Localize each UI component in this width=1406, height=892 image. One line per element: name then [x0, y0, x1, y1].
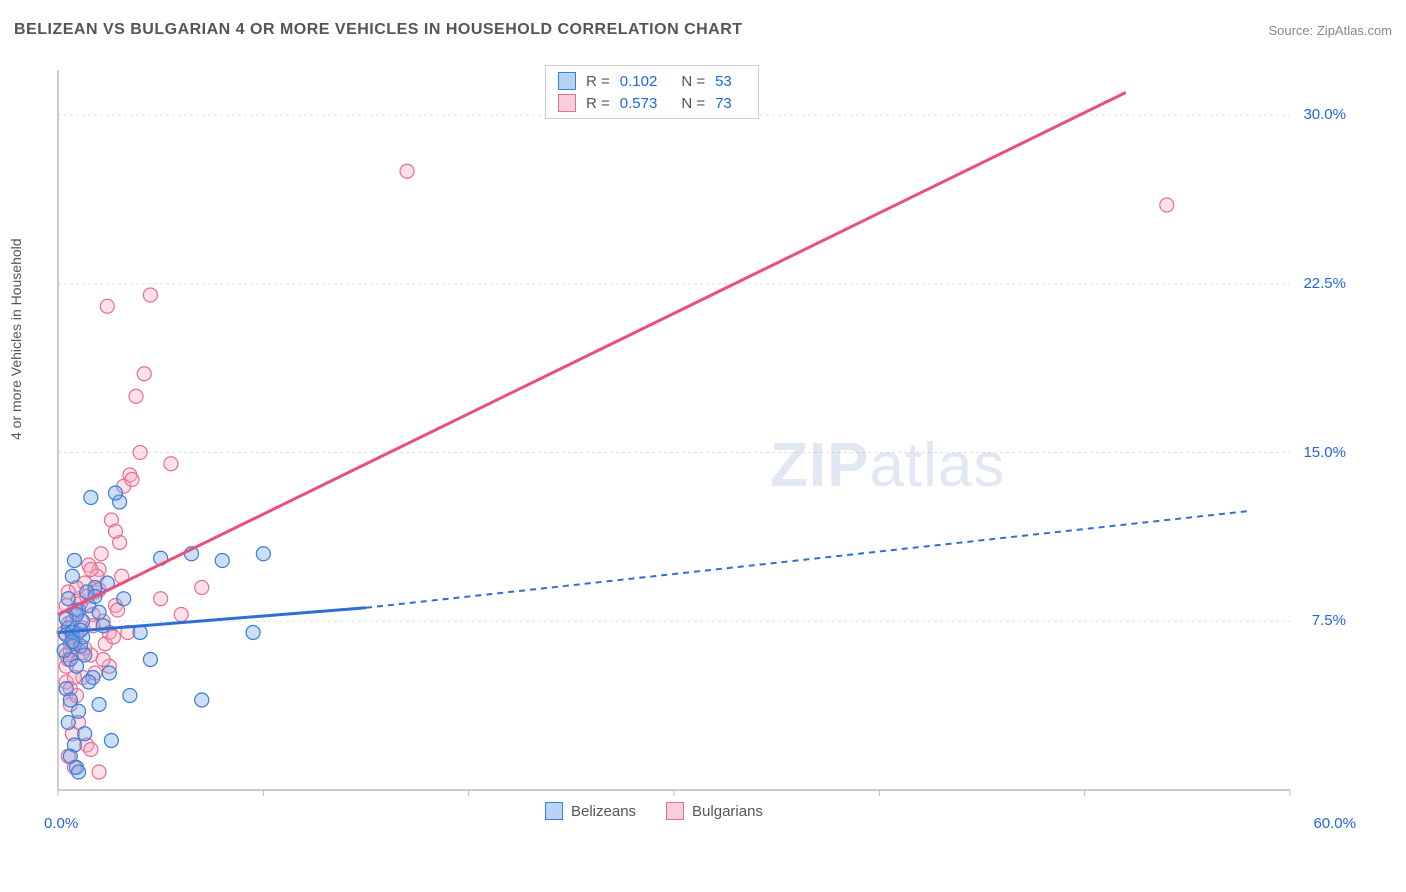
y-axis-label: 4 or more Vehicles in Household	[8, 238, 24, 440]
plot-area: ZIPatlas R = 0.102 N = 53 R = 0.573 N = …	[50, 60, 1350, 830]
stat-row: R = 0.573 N = 73	[546, 92, 758, 114]
x-tick-label: 60.0%	[1313, 815, 1356, 832]
stat-row: R = 0.102 N = 53	[546, 70, 758, 92]
legend: Belizeans Bulgarians	[545, 802, 763, 820]
source-label: Source: ZipAtlas.com	[1268, 23, 1392, 38]
chart-svg	[50, 60, 1350, 830]
y-tick-label: 7.5%	[1312, 612, 1346, 629]
legend-label: Bulgarians	[692, 803, 763, 820]
legend-item: Belizeans	[545, 802, 636, 820]
y-tick-label: 30.0%	[1303, 106, 1346, 123]
swatch-icon	[558, 72, 576, 90]
title-bar: BELIZEAN VS BULGARIAN 4 OR MORE VEHICLES…	[14, 18, 1392, 42]
swatch-icon	[558, 94, 576, 112]
stat-box: R = 0.102 N = 53 R = 0.573 N = 73	[545, 65, 759, 119]
legend-label: Belizeans	[571, 803, 636, 820]
swatch-icon	[545, 802, 563, 820]
y-tick-label: 22.5%	[1303, 275, 1346, 292]
r-label: R =	[586, 95, 610, 112]
r-label: R =	[586, 73, 610, 90]
r-value: 0.102	[620, 73, 658, 90]
legend-item: Bulgarians	[666, 802, 763, 820]
swatch-icon	[666, 802, 684, 820]
n-label: N =	[681, 73, 705, 90]
r-value: 0.573	[620, 95, 658, 112]
n-value: 73	[715, 95, 732, 112]
x-tick-label: 0.0%	[44, 815, 78, 832]
chart-container: BELIZEAN VS BULGARIAN 4 OR MORE VEHICLES…	[0, 0, 1406, 892]
n-label: N =	[681, 95, 705, 112]
chart-title: BELIZEAN VS BULGARIAN 4 OR MORE VEHICLES…	[14, 21, 743, 39]
n-value: 53	[715, 73, 732, 90]
y-tick-label: 15.0%	[1303, 444, 1346, 461]
